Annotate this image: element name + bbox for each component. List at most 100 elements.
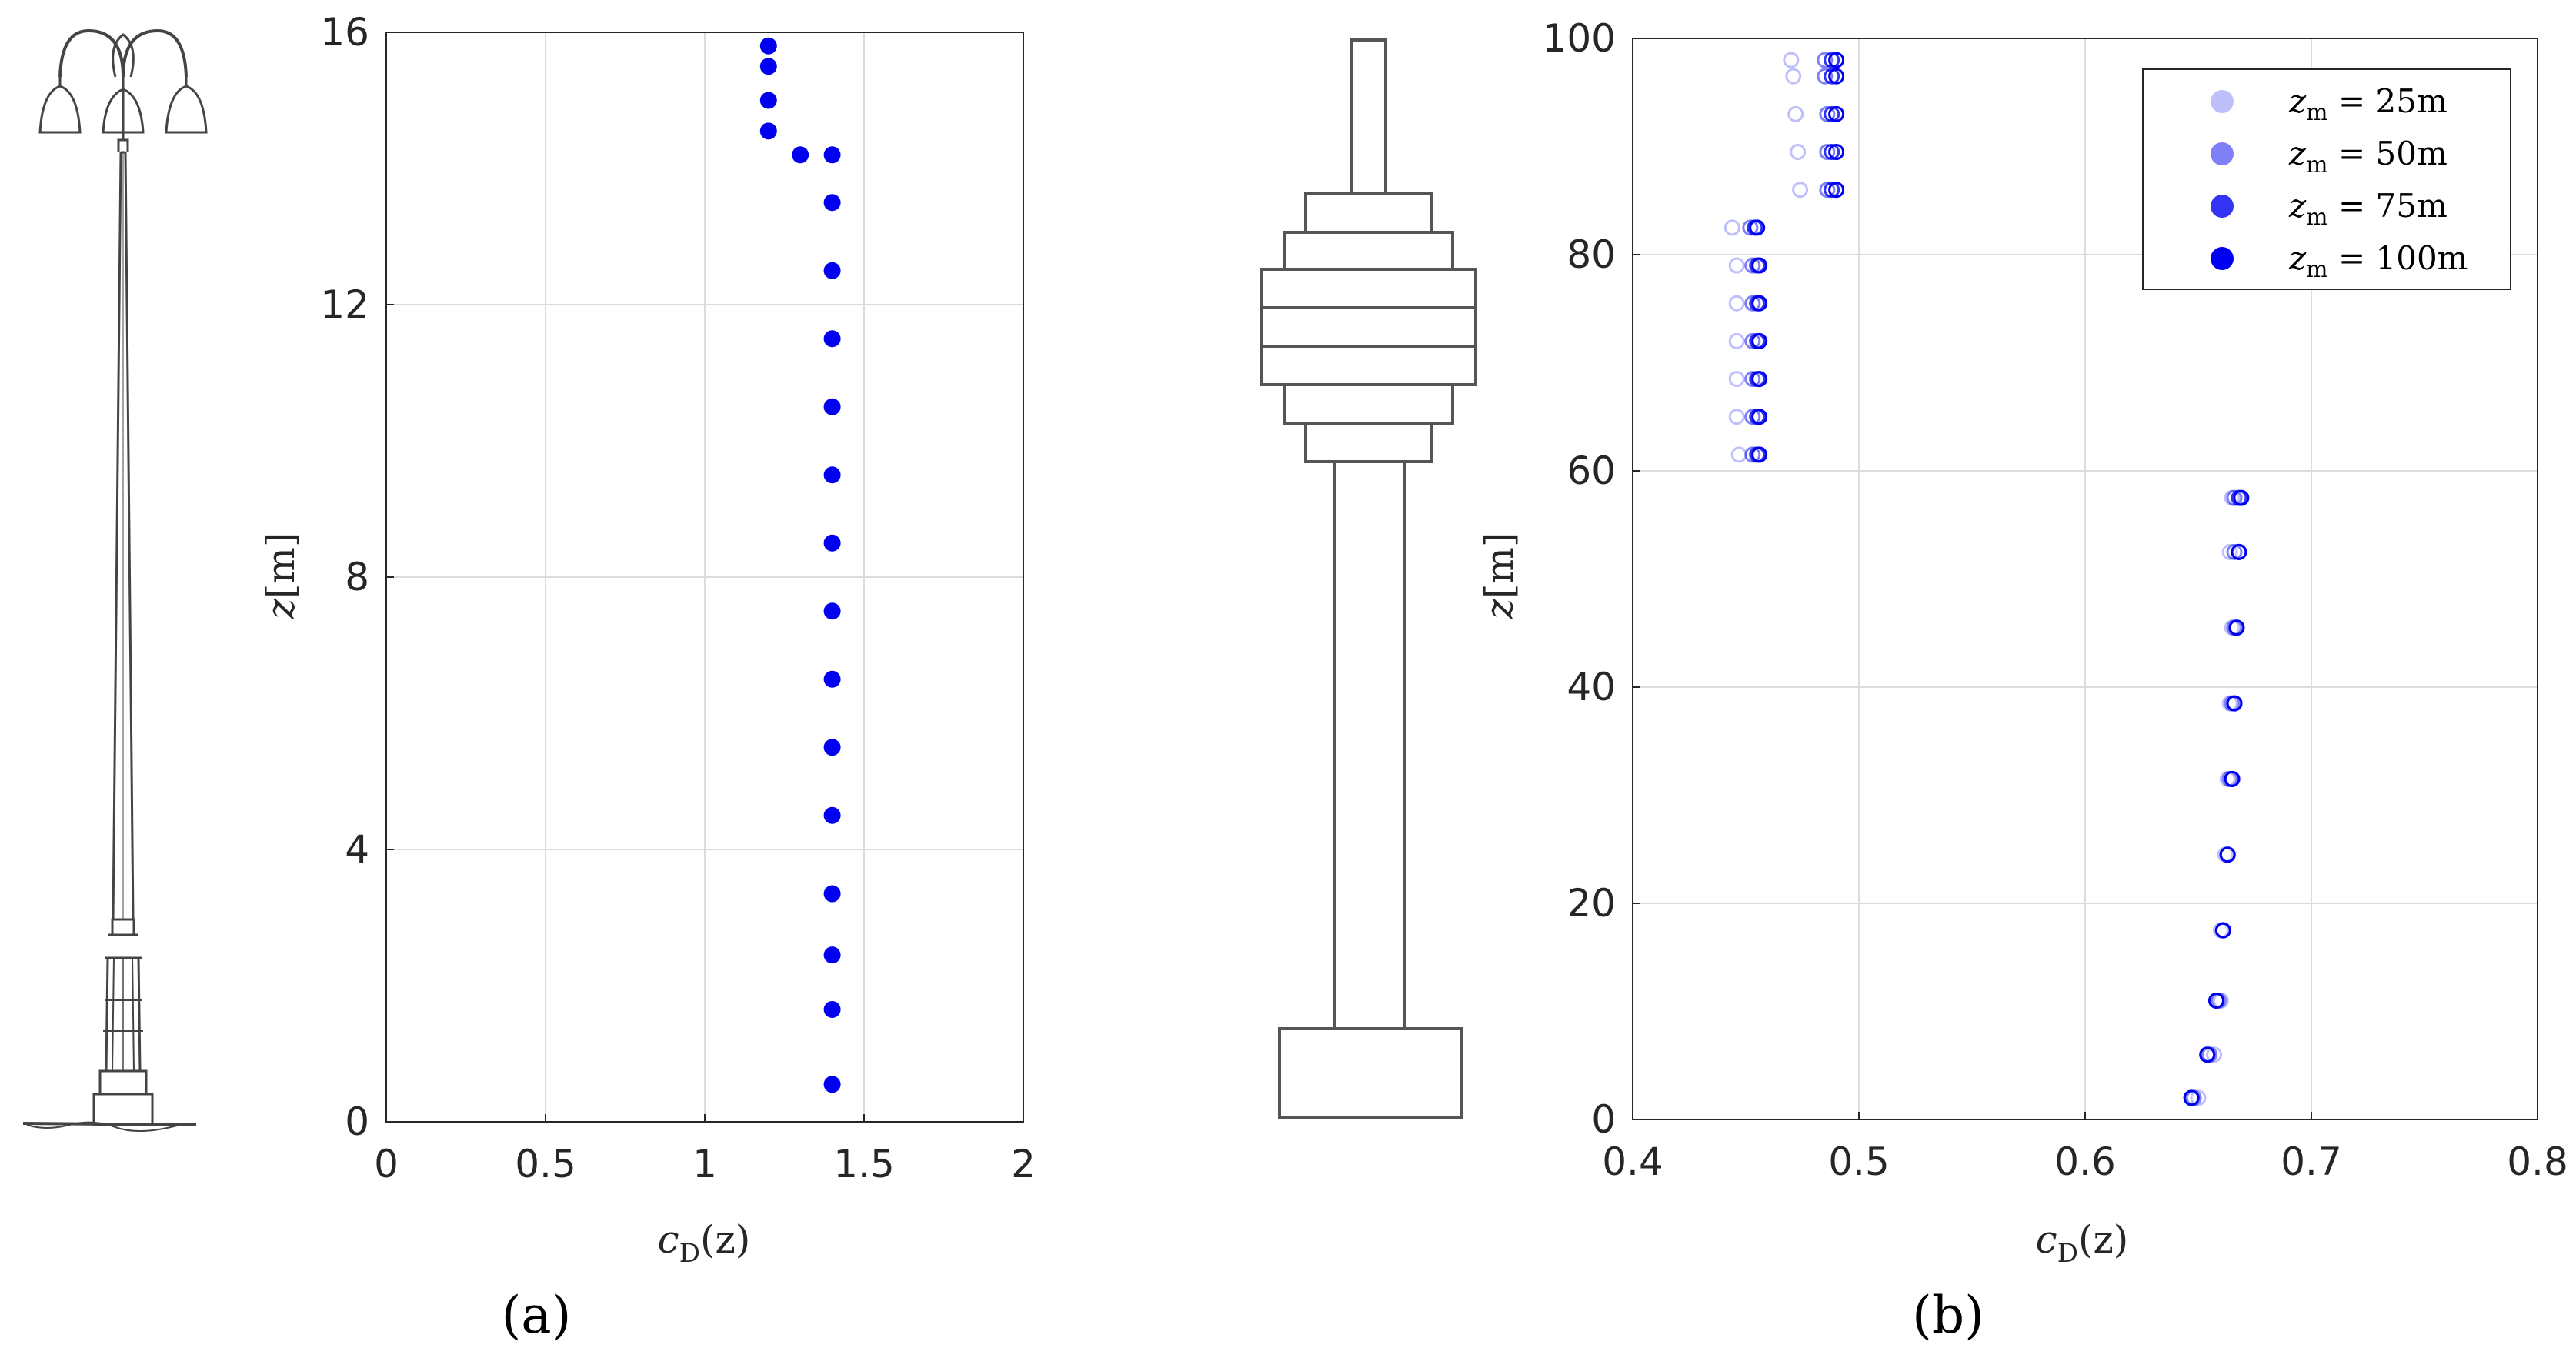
x-tick-label: 0.8 [2507,1139,2568,1184]
data-point [823,534,841,552]
y-tick-label: 4 [345,827,369,872]
x-tick-label: 0.7 [2281,1139,2342,1184]
data-point [1728,295,1745,312]
data-point [1751,409,1768,425]
x-tick-label: 2 [1011,1142,1036,1186]
data-point [1824,105,1840,122]
data-point [1785,68,1802,85]
data-point [2224,770,2241,787]
data-point [1824,182,1840,199]
data-point [823,670,841,688]
x-ticks: 0 0.5 1 1.5 2 [374,1114,1036,1186]
x-ticks: 0.4 0.5 0.6 0.7 0.8 [1602,1112,2568,1184]
panel-label-b: (b) [1912,1286,1984,1345]
data-point [2219,846,2236,863]
legend-box [2142,68,2511,290]
data-point [2208,992,2225,1009]
data-point [823,330,841,348]
data-point [2233,489,2250,506]
data-point [1728,371,1745,388]
data-point [792,146,809,164]
data-point [759,58,777,75]
legend-marker [2211,195,2234,218]
data-point [1828,52,1845,68]
x-axis-label: cD(z) [658,1217,751,1269]
legend-label: zm = 50m [2288,135,2448,179]
lamp-post-icon [22,28,208,1132]
x-tick-label: 1.5 [833,1142,895,1186]
legend-label: zm = 100m [2288,239,2468,283]
y-ticks: 0 20 40 60 80 100 [1543,16,1640,1142]
grid [386,32,1023,1122]
y-tick-label: 16 [320,10,369,55]
x-tick-label: 0.6 [2054,1139,2116,1184]
data-point [1828,182,1845,199]
data-point [1742,219,1759,236]
data-point [2199,1046,2216,1063]
data-point [823,1076,841,1093]
data-point [1817,68,1834,85]
tower-icon [1260,38,1477,1119]
legend: zm = 25m zm = 50m zm = 75m zm = 100m [2142,68,2511,290]
data-point [1824,144,1840,161]
data-point [759,37,777,55]
data-point [1751,332,1768,349]
data-point [759,122,777,140]
y-tick-label: 40 [1567,665,1616,709]
legend-label: zm = 75m [2288,187,2448,231]
data-point [2221,543,2238,560]
y-tick-label: 8 [345,555,369,599]
data-point [1751,446,1768,463]
data-point [1744,371,1761,388]
data-point [1744,409,1761,425]
y-tick-label: 0 [1591,1097,1616,1142]
data-point [1751,295,1768,312]
y-axis-label: z[m] [1477,532,1522,620]
data-point [1828,105,1845,122]
data-point [1744,295,1761,312]
data-point [1749,219,1766,236]
x-tick-label: 0.5 [515,1142,576,1186]
y-tick-label: 100 [1543,16,1616,61]
y-tick-label: 60 [1567,449,1616,493]
data-point [2226,543,2243,560]
data-point [1828,68,1845,85]
chart-a: 0 0.5 1 1.5 2 0 4 8 12 16 cD(z) z[m] [259,10,1036,1269]
y-tick-label: 0 [345,1099,369,1144]
data-point [823,398,841,415]
x-tick-label: 1 [692,1142,717,1186]
data-point [1744,446,1761,463]
data-point [1819,144,1836,161]
data-point [823,1000,841,1018]
data-point [823,885,841,903]
y-tick-label: 80 [1567,232,1616,277]
data-point [823,262,841,279]
y-ticks: 0 4 8 12 16 [320,10,394,1144]
data-point [1819,105,1836,122]
data-point [1787,105,1804,122]
data-point [1824,52,1840,68]
data-point [1728,257,1745,274]
y-tick-label: 12 [320,282,369,327]
data-point [1744,257,1761,274]
data-point [1751,257,1768,274]
data-point [823,806,841,824]
data-point [1790,144,1807,161]
data-point [1728,409,1745,425]
data-point [2214,922,2231,939]
data-point [2206,1046,2223,1063]
data-point [2231,543,2247,560]
x-axis-label: cD(z) [2036,1217,2129,1269]
data-point [1723,219,1740,236]
data-point [1792,182,1809,199]
data-point [1824,68,1840,85]
legend-marker [2211,90,2234,113]
data-point [2228,619,2245,636]
legend-label: zm = 25m [2288,82,2448,126]
data-point [823,946,841,964]
data-point [1783,52,1800,68]
y-tick-label: 20 [1567,881,1616,926]
data-point [1730,446,1747,463]
